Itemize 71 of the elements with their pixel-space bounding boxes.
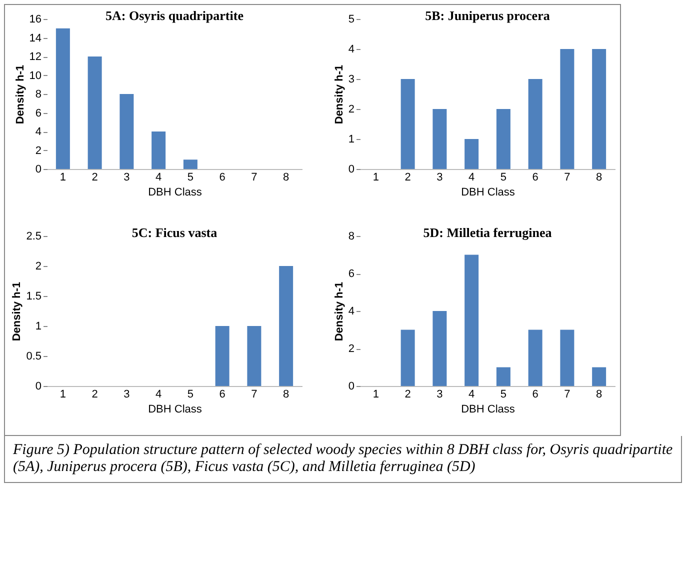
y-tick-label: 10: [29, 70, 42, 82]
x-tick-label: 8: [596, 388, 602, 400]
x-tick-label: 7: [564, 388, 570, 400]
x-tick-label: 8: [596, 172, 602, 184]
y-tick-label: 1: [35, 320, 42, 332]
x-tick-label: 1: [60, 388, 66, 400]
x-tick-label: 5: [187, 388, 194, 400]
y-tick-label: 0: [348, 164, 354, 176]
y-axis-title: Density h-1: [333, 282, 346, 342]
x-tick-label: 2: [92, 388, 98, 400]
y-tick-label: 2: [348, 343, 354, 355]
chart-title: 5B: Juniperus procera: [425, 8, 550, 23]
x-tick-label: 3: [436, 388, 443, 400]
x-axis-title: DBH Class: [461, 404, 516, 416]
x-tick-label: 7: [251, 172, 258, 184]
x-axis-title: DBH Class: [148, 186, 202, 198]
x-tick-label: 2: [404, 388, 411, 400]
y-tick-label: 4: [348, 44, 354, 56]
y-tick-label: 8: [348, 230, 354, 242]
x-tick-label: 7: [251, 388, 258, 400]
y-tick-label: 1: [348, 134, 354, 146]
x-tick-label: 2: [92, 172, 98, 184]
x-tick-label: 3: [124, 172, 130, 184]
x-tick-label: 1: [372, 172, 379, 184]
y-tick-label: 0: [35, 164, 42, 176]
x-tick-label: 5: [500, 388, 506, 400]
x-tick-label: 6: [532, 172, 538, 184]
x-tick-label: 8: [283, 388, 290, 400]
x-tick-label: 1: [60, 172, 66, 184]
y-axis-title: Density h-1: [333, 64, 346, 124]
x-tick-label: 8: [283, 172, 290, 184]
x-tick-label: 5: [500, 172, 506, 184]
y-tick-label: 4: [348, 306, 354, 318]
x-tick-label: 4: [156, 388, 162, 400]
y-tick-label: 16: [29, 14, 42, 26]
y-tick-label: 2: [348, 104, 354, 116]
chart-title: 5D: Milletia ferruginea: [423, 225, 552, 240]
x-tick-label: 7: [564, 172, 570, 184]
y-tick-label: 12: [29, 51, 42, 63]
y-tick-label: 2: [35, 144, 42, 157]
y-tick-label: 2.5: [26, 230, 42, 242]
x-axis-title: DBH Class: [148, 404, 202, 416]
y-tick-label: 0: [348, 380, 354, 392]
y-tick-label: 0.5: [26, 350, 42, 362]
x-tick-label: 3: [436, 172, 443, 184]
y-tick-label: 3: [348, 74, 354, 86]
y-tick-label: 4: [35, 126, 42, 138]
x-tick-label: 3: [124, 388, 130, 400]
x-axis-title: DBH Class: [461, 186, 516, 198]
x-tick-label: 4: [156, 172, 162, 184]
y-axis-title: Density h-1: [14, 64, 26, 124]
y-tick-label: 0: [35, 380, 42, 392]
x-tick-label: 1: [372, 388, 379, 400]
y-tick-label: 5: [348, 14, 354, 26]
x-tick-label: 4: [468, 172, 475, 184]
x-tick-label: 4: [468, 388, 475, 400]
y-tick-label: 14: [29, 32, 42, 44]
y-tick-label: 8: [35, 88, 42, 100]
y-tick-label: 6: [348, 268, 354, 280]
x-tick-label: 2: [404, 172, 411, 184]
chart-title: 5C: Ficus vasta: [132, 225, 218, 240]
x-tick-label: 6: [219, 172, 226, 184]
x-tick-label: 6: [219, 388, 226, 400]
y-tick-label: 6: [35, 107, 42, 120]
chart-title: 5A: Osyris quadripartite: [106, 8, 244, 23]
y-axis-title: Density h-1: [11, 282, 24, 342]
x-tick-label: 6: [532, 388, 538, 400]
x-tick-label: 5: [187, 172, 194, 184]
y-tick-label: 1.5: [26, 290, 42, 302]
y-tick-label: 2: [35, 260, 42, 272]
caption: Figure 5) Population structure pattern of selected woody species within 8 DBH class for, Osyris quadripartite (5A), Juniperus procera (5B), Ficus vasta (5C), and Milletia ferruginea (5D): [4, 436, 682, 483]
